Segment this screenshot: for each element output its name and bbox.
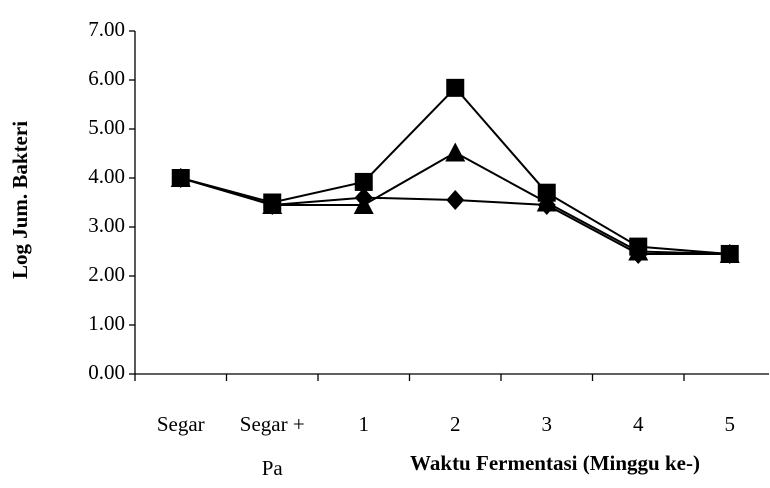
series-line — [180, 86, 730, 255]
marker-square — [629, 237, 648, 256]
y-tick-label: 1.00 — [88, 311, 125, 335]
y-tick-label: 3.00 — [88, 213, 125, 237]
marker-triangle — [353, 194, 374, 214]
marker-square — [537, 183, 556, 202]
marker-square — [263, 193, 282, 212]
marker-square — [354, 172, 373, 191]
x-tick-label: 1 — [358, 412, 370, 436]
series-line — [180, 177, 730, 255]
marker-square — [171, 169, 190, 187]
y-tick-label: 4.00 — [88, 164, 125, 188]
marker-square — [446, 78, 465, 97]
marker-triangle — [536, 192, 557, 212]
x-tick-label: 3 — [541, 412, 553, 436]
y-tick-label: 0.00 — [88, 360, 125, 384]
x-tick-label: 2 — [450, 412, 461, 436]
x-tick-label: 5 — [724, 412, 736, 436]
y-tick-label: 6.00 — [88, 66, 125, 90]
marker-diamond — [446, 190, 465, 211]
x-tick-label: 4 — [633, 412, 644, 436]
y-tick-label: 5.00 — [88, 115, 125, 139]
y-tick-label: 2.00 — [88, 262, 125, 286]
x-tick-label: Segar + Pa — [239, 412, 305, 480]
x-tick-label: Segar — [156, 412, 205, 436]
x-axis-label: Waktu Fermentasi (Minggu ke-) — [410, 451, 700, 475]
marker-triangle — [445, 142, 466, 162]
marker-square — [720, 244, 739, 263]
y-axis-label: Log Jum. Bakteri — [8, 121, 32, 279]
y-tick-label: 7.00 — [88, 17, 125, 41]
